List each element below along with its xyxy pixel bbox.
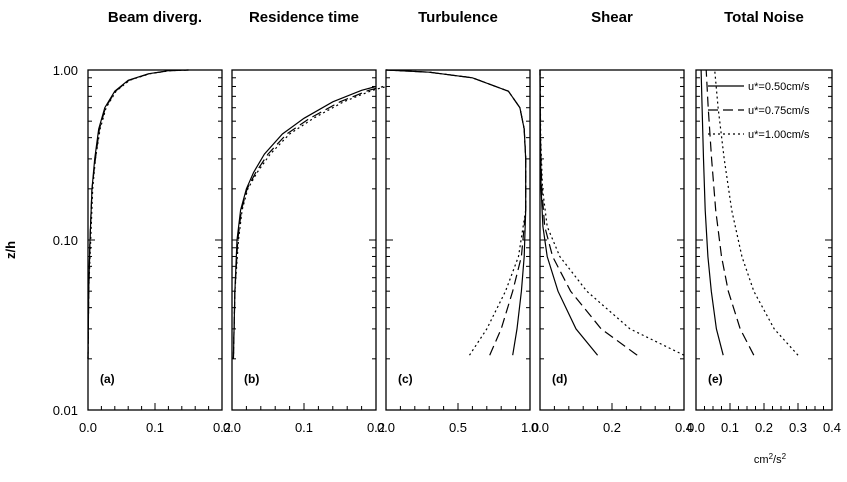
plot-frame	[87, 69, 223, 411]
unit-exp2: 2	[782, 452, 787, 461]
x-tick-label: 0.0	[687, 420, 705, 435]
legend-label: u*=1.00cm/s	[748, 129, 810, 141]
x-unit-label: cm2/s2	[754, 452, 787, 466]
series-line-dotted	[385, 69, 527, 356]
series-line-dashed	[385, 69, 527, 356]
series-line-dotted	[539, 69, 685, 356]
panel-2: Residence time 0.0 0.1 0.2 (b)	[223, 9, 387, 435]
series-line-dashed	[539, 69, 638, 356]
x-tick-label: 0.0	[377, 420, 395, 435]
legend: u*=0.50cm/s u*=0.75cm/s u*=1.00cm/s	[708, 81, 810, 141]
series-line-solid	[87, 69, 189, 359]
panel-title: Total Noise	[724, 9, 804, 26]
x-tick-label: 0.3	[789, 420, 807, 435]
plot-frame	[695, 69, 833, 411]
panel-letter: (e)	[708, 372, 723, 386]
series-line-solid	[539, 69, 599, 356]
legend-label: u*=0.75cm/s	[748, 105, 810, 117]
x-tick-label: 0.2	[755, 420, 773, 435]
legend-label: u*=0.50cm/s	[748, 81, 810, 93]
series-line-solid	[385, 69, 527, 356]
x-tick-label: 0.2	[367, 420, 385, 435]
series-line-solid	[700, 69, 724, 356]
x-tick-label: 0.1	[721, 420, 739, 435]
y-tick-label: 0.10	[53, 233, 78, 248]
series-line-dashed	[705, 69, 755, 356]
panel-title: Beam diverg.	[108, 9, 202, 26]
x-tick-label: 1.0	[521, 420, 539, 435]
x-tick-label: 0.4	[823, 420, 841, 435]
panel-letter: (a)	[100, 372, 115, 386]
series-line-solid	[232, 85, 377, 359]
x-tick-label: 0.2	[603, 420, 621, 435]
y-tick-label: 1.00	[53, 63, 78, 78]
x-tick-label: 0.5	[449, 420, 467, 435]
unit-exp1: 2	[769, 452, 774, 461]
panel-letter: (c)	[398, 372, 413, 386]
series-line-dotted	[87, 69, 189, 359]
panel-1: Beam diverg. 0.01 0.10 1.00 0.0 0.1 0.2 (a)	[53, 9, 231, 435]
panel-4: Shear 0.0 0.2 0.4 (d)	[531, 9, 693, 435]
unit-base: cm	[754, 454, 769, 466]
unit-mid: /s	[773, 454, 782, 466]
series-line-dotted	[232, 85, 387, 359]
x-tick-label: 0.0	[223, 420, 241, 435]
panel-title: Residence time	[249, 9, 359, 26]
x-tick-label: 0.1	[146, 420, 164, 435]
panel-title: Shear	[591, 9, 633, 26]
x-tick-label: 0.4	[675, 420, 693, 435]
y-tick-label: 0.01	[53, 403, 78, 418]
y-axis-label: z/h	[3, 241, 18, 259]
series-line-dashed	[232, 85, 384, 359]
plot-frame	[231, 69, 377, 411]
panel-letter: (b)	[244, 372, 259, 386]
plot-frame	[539, 69, 685, 411]
chart-panels: Beam diverg. 0.01 0.10 1.00 0.0 0.1 0.2 (a) Resi…	[53, 9, 841, 435]
x-tick-label: 0.2	[213, 420, 231, 435]
x-tick-label: 0.0	[531, 420, 549, 435]
panel-5: Total Noise 0.0 0.1 0.2 0.3 0.4 (e)	[687, 9, 841, 435]
panel-title: Turbulence	[418, 9, 498, 26]
panel-3: Turbulence 0.0 0.5 1.0 (c)	[377, 9, 539, 435]
panel-letter: (d)	[552, 372, 567, 386]
x-tick-label: 0.1	[295, 420, 313, 435]
x-tick-label: 0.0	[79, 420, 97, 435]
plot-frame	[385, 69, 531, 411]
